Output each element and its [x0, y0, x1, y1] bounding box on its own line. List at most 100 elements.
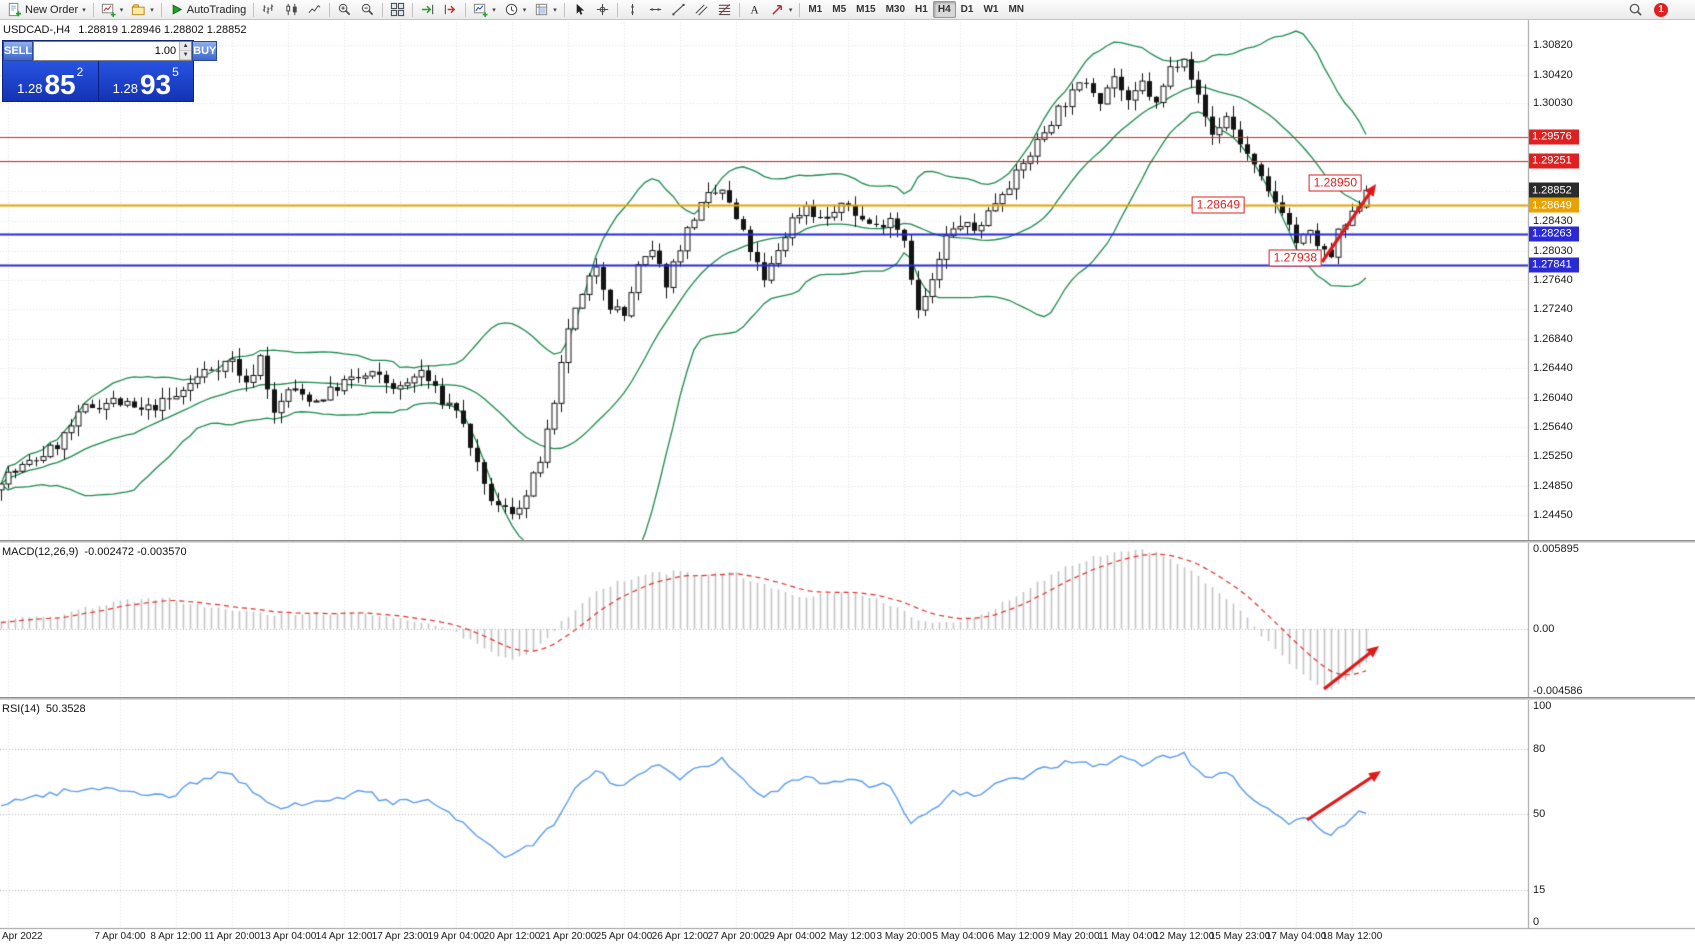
- hline-icon: [648, 2, 663, 17]
- toolbar-separator: [738, 2, 740, 17]
- arrows-button[interactable]: ▾: [766, 1, 797, 19]
- line-chart-icon: [307, 2, 322, 17]
- volume-increase-button[interactable]: ▲: [180, 42, 192, 51]
- search-button[interactable]: [1624, 1, 1647, 19]
- bar-chart-button[interactable]: [257, 1, 280, 19]
- vertical-line-button[interactable]: [621, 1, 644, 19]
- indicators-button[interactable]: ▾: [469, 1, 500, 19]
- new-order-icon: [7, 2, 22, 17]
- timeframe-mn-button[interactable]: MN: [1008, 4, 1024, 15]
- horizontal-line-button[interactable]: [644, 1, 667, 19]
- text-icon: A: [747, 2, 762, 17]
- volume-control: ▲ ▼: [33, 41, 193, 61]
- cursor-icon: [572, 2, 587, 17]
- macd-panel-separator[interactable]: [0, 540, 1695, 543]
- bars-icon: [261, 2, 276, 17]
- new-chart-button[interactable]: ▾: [97, 1, 128, 19]
- trendline-icon: [671, 2, 686, 17]
- timeframe-m30-button[interactable]: M30: [885, 4, 906, 15]
- autotrading-button-label: AutoTrading: [186, 3, 247, 16]
- shift-icon: [443, 2, 458, 17]
- chevron-down-icon: ▾: [492, 6, 496, 14]
- periods-button[interactable]: ▾: [500, 1, 531, 19]
- arrow-icon: [770, 2, 785, 17]
- zoom-in-button[interactable]: [333, 1, 356, 19]
- toolbar-separator: [799, 2, 801, 17]
- notification-badge[interactable]: 1: [1654, 2, 1668, 17]
- vline-icon: [625, 2, 640, 17]
- line-chart-button[interactable]: [303, 1, 326, 19]
- new-order-button-label: New Order: [25, 3, 79, 16]
- toolbar-separator: [160, 2, 162, 17]
- sell-price-display[interactable]: 1.28 85 2: [17, 65, 84, 101]
- new-order-button[interactable]: New Order ▾: [3, 1, 90, 19]
- buy-price-display[interactable]: 1.28 93 5: [112, 65, 179, 101]
- timeframe-d1-button[interactable]: D1: [960, 4, 974, 15]
- text-button[interactable]: A: [743, 1, 766, 19]
- indicators-icon: [473, 2, 488, 17]
- macd-indicator-label: MACD(12,26,9) -0.002472 -0.003570: [2, 546, 187, 558]
- chevron-down-icon: ▾: [150, 6, 154, 14]
- toolbar-separator: [412, 2, 414, 17]
- chevron-down-icon: ▾: [788, 6, 793, 14]
- toolbar-separator: [465, 2, 467, 17]
- chevron-down-icon: ▾: [522, 6, 527, 14]
- sell-button[interactable]: SELL: [3, 41, 34, 61]
- autotrading-icon: [169, 2, 184, 17]
- trendline-button[interactable]: [667, 1, 690, 19]
- fibonacci-icon: [717, 2, 732, 17]
- toolbar-right-cluster: 1: [1624, 1, 1692, 19]
- timeframe-h4-button[interactable]: H4: [932, 1, 956, 18]
- volume-decrease-button[interactable]: ▼: [180, 51, 192, 60]
- svg-text:A: A: [750, 5, 759, 17]
- toolbar-separator: [329, 2, 331, 17]
- new-chart-icon: [101, 2, 116, 17]
- clock-icon: [504, 2, 519, 17]
- symbol-period-label: USDCAD-,H4: [3, 24, 71, 36]
- zoom-out-button[interactable]: [356, 1, 379, 19]
- auto-scroll-button[interactable]: [416, 1, 439, 19]
- rsi-indicator-label: RSI(14) 50.3528: [2, 703, 86, 715]
- timeframe-w1-button[interactable]: W1: [983, 4, 999, 15]
- chevron-down-icon: ▾: [119, 6, 124, 14]
- price-annotation[interactable]: 1.28950: [1308, 174, 1362, 192]
- candles-icon: [284, 2, 299, 17]
- price-annotation[interactable]: 1.27938: [1268, 249, 1322, 267]
- toolbar-separator: [382, 2, 384, 17]
- zoom-in-icon: [337, 2, 352, 17]
- toolbar-separator: [253, 2, 255, 17]
- zoom-out-icon: [360, 2, 375, 17]
- fibonacci-button[interactable]: [713, 1, 736, 19]
- templates-icon: [534, 2, 549, 17]
- channel-button[interactable]: [690, 1, 713, 19]
- cursor-button[interactable]: [568, 1, 591, 19]
- volume-input[interactable]: [34, 42, 180, 60]
- main-toolbar: New Order ▾ ▾ ▾ AutoTrading ▾ ▾ ▾ A ▾ M1 M5 M15 M30 H1…: [0, 0, 1695, 20]
- profiles-button[interactable]: ▾: [127, 1, 158, 19]
- toolbar-separator: [92, 2, 94, 17]
- timeframe-m5-button[interactable]: M5: [832, 4, 847, 15]
- toolbar-separator: [616, 2, 618, 17]
- rsi-panel-separator[interactable]: [0, 697, 1695, 700]
- toolbar-separator: [563, 2, 565, 17]
- autotrading-button[interactable]: AutoTrading: [165, 1, 251, 19]
- chart-shift-button[interactable]: [439, 1, 462, 19]
- templates-button[interactable]: ▾: [530, 1, 561, 19]
- symbol-ohlc-label: USDCAD-,H4 1.28819 1.28946 1.28802 1.2885…: [3, 24, 246, 36]
- price-annotation[interactable]: 1.28649: [1191, 196, 1245, 214]
- chevron-down-icon: ▾: [82, 6, 86, 14]
- tile-icon: [390, 2, 405, 17]
- channel-icon: [694, 2, 709, 17]
- timeframe-h1-button[interactable]: H1: [915, 4, 928, 15]
- crosshair-icon: [595, 2, 610, 17]
- candlestick-chart-button[interactable]: [280, 1, 303, 19]
- tile-windows-button[interactable]: [386, 1, 409, 19]
- volume-spinner: ▲ ▼: [179, 42, 192, 60]
- buy-button[interactable]: BUY: [192, 41, 218, 61]
- timeframe-m15-button[interactable]: M15: [856, 4, 876, 15]
- timeframe-m1-button[interactable]: M1: [808, 4, 823, 15]
- crosshair-button[interactable]: [591, 1, 614, 19]
